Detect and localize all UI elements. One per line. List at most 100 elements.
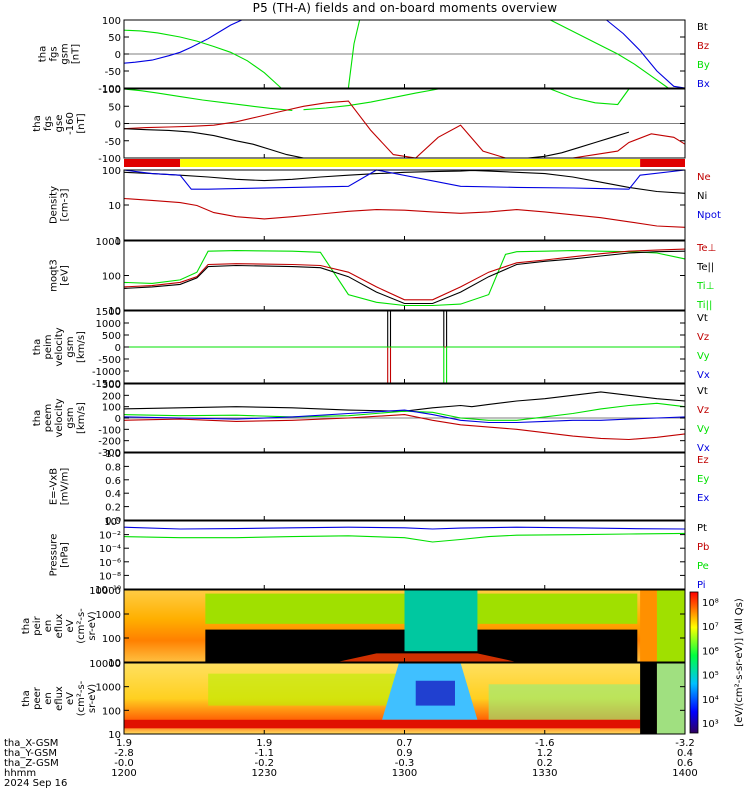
series-line-Vz: [123, 414, 686, 441]
y-tick-label: 1500: [96, 307, 121, 318]
footer-value: -2.8: [114, 748, 134, 759]
peir-heatmap: [124, 590, 685, 662]
footer-value: -0.3: [395, 758, 415, 769]
y-tick-label: 100: [102, 706, 121, 717]
y-tick-label: 200: [102, 391, 121, 402]
footer-date: 2024 Sep 16: [4, 778, 67, 789]
legend-entry: Vy: [697, 424, 710, 435]
colorbar: [689, 591, 699, 734]
y-tick-label: 10000: [89, 586, 121, 597]
legend-entry: Pe: [697, 561, 709, 572]
legend-entry: Vx: [697, 443, 710, 454]
y-tick-label: 0.6: [105, 476, 121, 487]
footer-row-label: tha_Z-GSM: [4, 758, 59, 769]
legend-entry: By: [697, 60, 710, 71]
peer-green-area: [208, 673, 405, 706]
y-tick-label: 0: [115, 120, 121, 131]
series-line-Bx: [606, 19, 686, 89]
y-tick-label: 0.4: [105, 489, 121, 500]
series-line-Vt: [123, 391, 686, 412]
footer-value: 1.9: [256, 738, 272, 749]
colorbar-label: [eV/(cm²-s-sr-eV)] (All Qs): [734, 598, 745, 727]
series-line-By: [123, 29, 282, 89]
series-line-Vy: [124, 346, 685, 384]
series-line-Vx: [123, 409, 686, 424]
series-line-By: [123, 88, 293, 111]
pressure-frame: [123, 520, 686, 590]
legend-entry: Bx: [697, 79, 710, 90]
y-tick-label: 10⁻¹⁰: [95, 585, 121, 596]
y-tick-label: 10⁰: [104, 517, 121, 528]
footer-value: 0.9: [397, 748, 413, 759]
region-segment: [640, 159, 685, 167]
colorbar-tick-label: 10⁵: [702, 671, 719, 682]
series-line-Bz: [123, 100, 686, 159]
temperature-ylabel: moqt3[eV]: [49, 259, 71, 292]
colorbar-tick-label: 10³: [702, 719, 719, 730]
footer-row-label: tha_Y-GSM: [4, 748, 57, 759]
y-tick-label: 10: [108, 658, 121, 669]
legend-entry: Vt: [697, 386, 708, 397]
y-tick-label: 100: [102, 634, 121, 645]
series-line-Vy: [123, 402, 686, 421]
footer-value: 1230: [252, 768, 277, 779]
legend-entry: Pi: [697, 580, 706, 591]
legend-entry: Te⊥: [696, 243, 716, 254]
y-tick-label: -200: [98, 437, 121, 448]
legend-entry: Vt: [697, 313, 708, 324]
y-tick-label: 10⁻⁶: [99, 558, 121, 569]
y-tick-label: -300: [98, 448, 121, 459]
series-line-Pi: [123, 526, 686, 530]
series-line-Ne: [123, 197, 686, 228]
footer-value: 1.2: [537, 748, 553, 759]
efield-ylabel: E=-VxB[mV/m]: [49, 468, 71, 506]
y-tick-label: 300: [102, 380, 121, 391]
legend-entry: Ex: [697, 493, 709, 504]
density-frame: [123, 169, 686, 241]
series-line-Te: [123, 250, 686, 305]
footer-value: 1200: [111, 768, 136, 779]
region-segment: [180, 159, 641, 167]
footer-value: 0.4: [677, 748, 693, 759]
legend-entry: Vz: [697, 332, 709, 343]
footer-value: 1330: [532, 768, 557, 779]
y-tick-label: 10: [108, 730, 121, 741]
y-tick-label: 500: [102, 331, 121, 342]
y-tick-label: 100: [102, 85, 121, 96]
legend-entry: Ti||: [696, 300, 712, 311]
region-segment: [124, 159, 181, 167]
series-line-By: [347, 19, 361, 89]
y-tick-label: 0: [115, 414, 121, 425]
footer-value: 1.9: [116, 738, 132, 749]
footer-row-label: tha_X-GSM: [4, 738, 58, 749]
footer-value: 1400: [672, 768, 697, 779]
series-line-Te: [123, 248, 686, 301]
footer-value: -0.0: [114, 758, 134, 769]
colorbar-tick-label: 10⁸: [702, 598, 719, 609]
pressure-ylabel: Pressure[nPa]: [49, 534, 71, 577]
y-tick-label: 100: [102, 272, 121, 283]
y-tick-label: -100: [98, 154, 121, 165]
peer-bottom-band: [124, 719, 641, 729]
y-tick-label: 0: [115, 50, 121, 61]
footer-value: 0.2: [537, 758, 553, 769]
y-tick-label: 0.8: [105, 462, 121, 473]
footer-value: -3.2: [675, 738, 695, 749]
y-tick-label: 10: [108, 201, 121, 212]
peer-green-area-right: [488, 684, 641, 720]
legend-entry: Ni: [697, 191, 707, 202]
fgs-ylabel: thafgsgsm[nT]: [38, 43, 82, 64]
density-ylabel: Density[cm-3]: [49, 186, 71, 224]
footer-row-label: hhmm: [4, 768, 36, 779]
y-tick-label: 0.0: [105, 516, 121, 527]
footer-value: 0.6: [677, 758, 693, 769]
peim-ylabel: thapeimvelocitygsm[km/s]: [32, 327, 87, 366]
y-tick-label: 50: [108, 102, 121, 113]
peir-right-edge: [656, 590, 685, 662]
y-tick-label: 1: [115, 236, 121, 247]
legend-entry: Bt: [697, 22, 708, 33]
legend-entry: Ti⊥: [696, 281, 714, 292]
legend-entry: Ne: [697, 172, 711, 183]
colorbar-tick-label: 10⁶: [702, 646, 719, 657]
y-tick-label: -1500: [92, 379, 121, 390]
